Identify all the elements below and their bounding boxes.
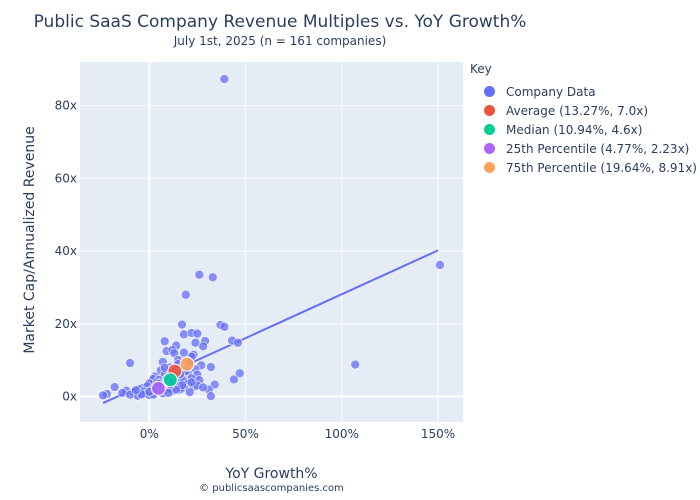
y-tick-label: 60x xyxy=(55,171,77,185)
y-tick-label: 80x xyxy=(55,99,77,113)
chart-subtitle: July 1st, 2025 (n = 161 companies) xyxy=(173,34,387,48)
company-data-point[interactable] xyxy=(177,319,187,330)
legend-marker xyxy=(484,105,495,116)
legend-item-median[interactable]: Median (10.94%, 4.6x) xyxy=(470,120,697,139)
company-data-point[interactable] xyxy=(190,337,201,348)
legend-item-company-data[interactable]: Company Data xyxy=(470,82,697,101)
summary-stat-point[interactable] xyxy=(162,372,178,388)
company-data-point[interactable] xyxy=(198,382,208,393)
legend-marker xyxy=(484,124,495,135)
x-tick-label: 50% xyxy=(232,427,259,441)
company-data-point[interactable] xyxy=(109,382,120,392)
legend-marker xyxy=(484,86,495,97)
legend-marker xyxy=(484,143,495,154)
company-data-point[interactable] xyxy=(219,321,230,332)
x-axis-label: YoY Growth% xyxy=(225,466,318,482)
company-data-point[interactable] xyxy=(192,328,203,339)
company-data-point[interactable] xyxy=(179,347,189,358)
legend-label: Median (10.94%, 4.6x) xyxy=(506,122,643,137)
y-tick-label: 20x xyxy=(55,317,77,331)
summary-stat-point[interactable] xyxy=(150,380,166,396)
company-data-point[interactable] xyxy=(229,374,239,385)
credit-text: © publicsaascompanies.com xyxy=(199,483,344,494)
company-data-point[interactable] xyxy=(125,358,135,368)
data-points xyxy=(98,74,445,401)
company-data-point[interactable] xyxy=(219,74,230,84)
legend-label: 25th Percentile (4.77%, 2.23x) xyxy=(506,141,690,156)
y-axis-label: Market Cap/Annualized Revenue xyxy=(22,126,38,354)
legend-item-average[interactable]: Average (13.27%, 7.0x) xyxy=(470,101,697,120)
summary-stat-point[interactable] xyxy=(179,356,195,372)
legend-label: 75th Percentile (19.64%, 8.91x) xyxy=(506,160,697,175)
legend-marker xyxy=(484,162,495,173)
company-data-point[interactable] xyxy=(206,362,216,372)
grid-lines xyxy=(80,62,463,422)
legend-item-75th-percentile[interactable]: 75th Percentile (19.64%, 8.91x) xyxy=(470,158,697,177)
company-data-point[interactable] xyxy=(181,289,191,300)
company-data-point[interactable] xyxy=(98,390,108,401)
legend: Key Company Data Average (13.27%, 7.0x) … xyxy=(470,62,697,177)
company-data-point[interactable] xyxy=(234,368,245,379)
company-data-point[interactable] xyxy=(159,336,170,347)
x-tick-label: 100% xyxy=(325,427,359,441)
legend-label: Company Data xyxy=(506,84,596,99)
x-axis-ticks: 0% 50% 100% 150% xyxy=(140,427,455,441)
y-tick-label: 0x xyxy=(62,390,77,404)
company-data-point[interactable] xyxy=(206,391,216,401)
company-data-point[interactable] xyxy=(435,260,445,270)
x-tick-label: 0% xyxy=(140,427,159,441)
company-data-point[interactable] xyxy=(186,377,197,388)
y-tick-label: 40x xyxy=(55,244,77,258)
company-data-point[interactable] xyxy=(194,269,205,280)
x-tick-label: 150% xyxy=(421,427,455,441)
company-data-point[interactable] xyxy=(350,359,361,370)
legend-item-25th-percentile[interactable]: 25th Percentile (4.77%, 2.23x) xyxy=(470,139,697,158)
company-data-point[interactable] xyxy=(184,387,195,397)
company-data-point[interactable] xyxy=(233,337,243,348)
company-data-point[interactable] xyxy=(131,385,141,396)
plot-background xyxy=(80,62,463,422)
legend-title: Key xyxy=(470,62,492,76)
chart-title: Public SaaS Company Revenue Multiples vs… xyxy=(33,12,527,32)
y-axis-ticks: 0x 20x 40x 60x 80x xyxy=(55,99,77,404)
legend-label: Average (13.27%, 7.0x) xyxy=(506,103,649,118)
company-data-point[interactable] xyxy=(207,272,218,283)
company-data-point[interactable] xyxy=(198,341,208,352)
